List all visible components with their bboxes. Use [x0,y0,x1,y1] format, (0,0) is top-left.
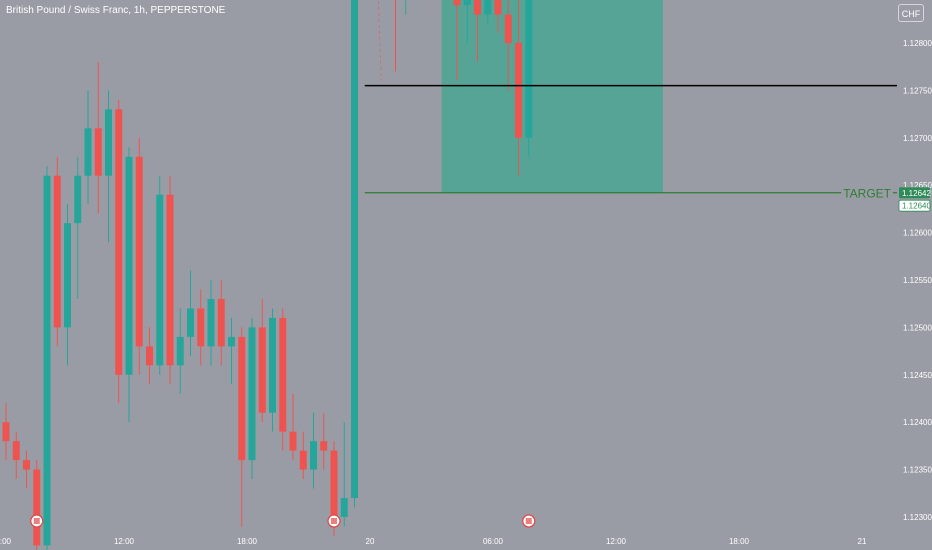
candle-body [279,317,287,432]
target-label-bg [841,185,893,200]
candle-body [515,43,522,138]
candle-body [207,298,215,347]
time-tick-label: 12:00 [114,537,135,546]
candle-body [105,109,112,176]
candle-body [33,469,41,546]
candle-body [453,0,461,6]
price-tick-label: 1.12500 [903,323,932,332]
candle-body [23,460,30,470]
price-badge [898,199,931,212]
candle-body [64,223,71,328]
price-tick-label: 1.12400 [903,418,932,427]
candle-body [176,336,184,366]
time-tick-label: 18:00 [237,537,258,546]
candle-body [289,431,297,451]
price-badge [899,187,930,199]
candle-body [2,422,10,442]
candle-body [197,308,205,347]
candle-body [53,175,61,328]
chart-title: British Pound / Swiss Franc, 1h, PEPPERS… [6,5,226,16]
price-axis[interactable]: 1.133001.132501.132001.131501.131001.128… [903,0,932,522]
projection-line [377,0,382,81]
candle-body [351,0,358,499]
price-badge-label: 1.12642 [902,189,931,198]
price-tick-label: 1.12550 [903,276,932,285]
time-tick-label: 18:00 [729,537,750,546]
candle-body [74,175,82,224]
candle-body [43,175,51,546]
time-axis[interactable]: 06:00 12:00 18:00 20 06:00 12:00 18:00 21 [0,514,867,546]
candle-body [320,441,328,451]
target-label: TARGET [843,186,891,200]
candle-body [115,109,123,375]
price-tick-label: 1.12300 [903,513,932,522]
flag-icon-fill [33,518,40,524]
price-badge-label: 1.12640 [902,202,931,211]
candle-body [299,450,307,470]
time-tick-label: 20 [366,537,375,546]
price-tick-label: 1.12600 [903,229,932,238]
candle-body [258,327,266,413]
candle-body [310,441,317,470]
reward-zone [441,0,663,193]
candle-body [146,346,153,366]
candle-body [238,336,246,461]
candle-body [125,156,133,375]
drawing-lines: STOPLOSSSecond EntryFirst EntryTARGET [364,84,897,200]
price-tick-label: 1.12800 [903,39,932,48]
candle-body [504,14,512,43]
candles [2,0,533,550]
candle-body [156,194,164,366]
price-tick-label: 1.12700 [903,134,932,143]
price-tick-label: 1.12450 [903,371,932,380]
candle-body [84,128,92,176]
price-badges: 1.130601.130601.130111.129601.1287438:48… [898,187,931,212]
candle-body [484,0,492,15]
candle-body [248,327,256,461]
candle-body [525,0,533,138]
price-tick-label: 1.12650 [903,181,932,190]
flag-icon-fill [525,518,532,524]
flag-icon-fill [331,518,337,524]
time-tick-label: 21 [858,537,867,546]
candle-body [217,298,225,347]
candle-body [340,498,348,517]
candle-body [474,0,481,15]
time-tick-label: 12:00 [606,537,627,546]
price-tick-label: 1.12750 [903,86,932,95]
time-tick-label: 06:00 [483,537,504,546]
candle-body [463,0,471,6]
candle-body [135,156,143,347]
candle-body [12,441,20,461]
candle-body [166,194,174,366]
time-tick-label: 06:00 [0,537,12,546]
position-zones [377,0,663,193]
price-tick-label: 1.12350 [903,466,932,475]
candle-body [187,308,194,337]
candle-body [228,336,235,347]
candle-body [330,450,338,517]
candle-body [269,317,276,413]
currency-button[interactable]: CHF [898,4,924,22]
candle-body [494,0,502,15]
candle-body [94,128,102,176]
